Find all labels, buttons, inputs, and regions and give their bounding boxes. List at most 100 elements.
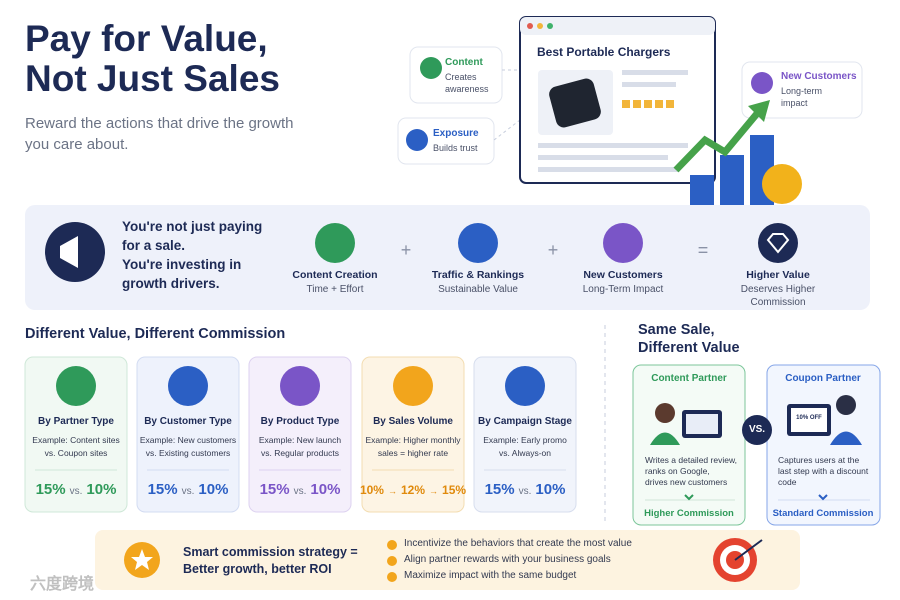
bullet: Align partner rewards with your business… (404, 554, 611, 565)
commission-card (473, 356, 577, 513)
operator: = (697, 240, 709, 260)
rates: 15% vs. 10% (258, 481, 343, 499)
vs-circle (742, 415, 772, 445)
partner-label: Coupon Partner (785, 373, 861, 384)
card-icon (168, 366, 208, 406)
subtitle: you care about. (25, 136, 129, 153)
operator: + (547, 240, 559, 260)
partner-text: ranks on Google, (645, 466, 710, 476)
card-example: Example: New launch (258, 435, 342, 445)
card-title: By Campaign Stage (478, 416, 572, 427)
card-example: vs. Existing customers (145, 448, 231, 458)
rate: 10% (198, 481, 229, 498)
person (836, 395, 856, 415)
coin (762, 164, 802, 204)
charger (549, 78, 601, 128)
dot (527, 23, 533, 29)
rate: 10% (86, 481, 117, 498)
screen (791, 408, 827, 432)
banner-message: growth drivers. (122, 276, 220, 291)
strategy-title: Better growth, better ROI (183, 562, 332, 576)
card-text: impact (781, 98, 808, 108)
subtitle: Reward the actions that drive the growth (25, 115, 294, 132)
card-title: By Partner Type (38, 416, 114, 427)
item-text: Long-Term Impact (582, 284, 664, 295)
screen (686, 414, 718, 434)
card-example: sales = higher rate (377, 448, 449, 458)
vs-label: VS. (748, 424, 766, 435)
card-example: Example: Content sites (32, 435, 120, 445)
chevron (818, 494, 828, 501)
card-text: Creates (445, 72, 477, 82)
partner-text: code (778, 477, 797, 487)
banner (25, 205, 870, 310)
bullet: Maximize impact with the same budget (404, 570, 577, 581)
chevron (684, 494, 694, 501)
card-title: By Sales Volume (373, 416, 453, 427)
rate: 15% (147, 481, 178, 498)
item-icon (603, 223, 643, 263)
section-title: Different Value, Different Commission (25, 326, 286, 342)
commission-card (361, 356, 465, 513)
check-icon (387, 572, 397, 582)
partner-text: last step with a discount (778, 466, 869, 476)
title: Pay for Value, (25, 18, 268, 59)
rate: 15% (259, 481, 290, 498)
card-example: vs. Coupon sites (44, 448, 108, 458)
person (655, 403, 675, 423)
card-title: New Customers (781, 71, 857, 82)
product-title: Best Portable Chargers (537, 45, 671, 59)
rate: 15% (35, 481, 66, 498)
dot (537, 23, 543, 29)
item-text: Commission (750, 297, 806, 308)
rate: 10% (535, 481, 566, 498)
card-title: Exposure (433, 128, 479, 139)
section-title: Different Value (638, 340, 740, 356)
rates: 15% vs. 10% (146, 481, 231, 499)
item-text: Time + Effort (306, 284, 364, 295)
partner-text: Captures users at the (778, 455, 860, 465)
card-icon (56, 366, 96, 406)
rates: 15% vs. 10% (34, 481, 119, 499)
strategy-title: Smart commission strategy = (183, 545, 358, 559)
bullet: Incentivize the behaviors that create th… (404, 538, 632, 549)
check-icon (387, 540, 397, 550)
rate: 15% (442, 483, 467, 497)
title: Not Just Sales (25, 58, 280, 99)
item-text: Sustainable Value (438, 284, 518, 295)
rate-separator: → (429, 486, 439, 496)
connector (493, 69, 521, 141)
rate-separator: → (387, 486, 397, 496)
megaphone (60, 236, 78, 268)
exposure-card (397, 117, 495, 165)
card-example: Example: New customers (139, 435, 237, 445)
rate: 10% (310, 481, 341, 498)
banner-message: You're not just paying (122, 219, 263, 234)
content-icon (420, 57, 442, 79)
rates: 10% → 12% → 15% (358, 481, 468, 499)
banner-message: You're investing in (122, 257, 242, 272)
rate: 10% (359, 483, 384, 497)
card-icon (393, 366, 433, 406)
commission-card (136, 356, 240, 513)
card-example: Example: Higher monthly (365, 435, 461, 445)
commission-card (248, 356, 352, 513)
rate: 12% (400, 483, 426, 497)
watermark: 六度跨境 (30, 576, 95, 593)
person (830, 431, 862, 445)
card-example: vs. Always-on (499, 448, 551, 458)
item-title: Content Creation (292, 269, 378, 281)
partner-label: Content Partner (651, 373, 727, 384)
operator: + (400, 240, 412, 260)
card-text: awareness (445, 84, 489, 94)
coupon-partner-card (766, 364, 881, 526)
browser-bar (520, 17, 715, 35)
customers-card (741, 61, 863, 119)
customers-icon (751, 72, 773, 94)
rate-separator: vs. (518, 486, 532, 497)
check-icon (387, 556, 397, 566)
arrow-head (748, 100, 770, 122)
item-title: New Customers (583, 269, 663, 281)
